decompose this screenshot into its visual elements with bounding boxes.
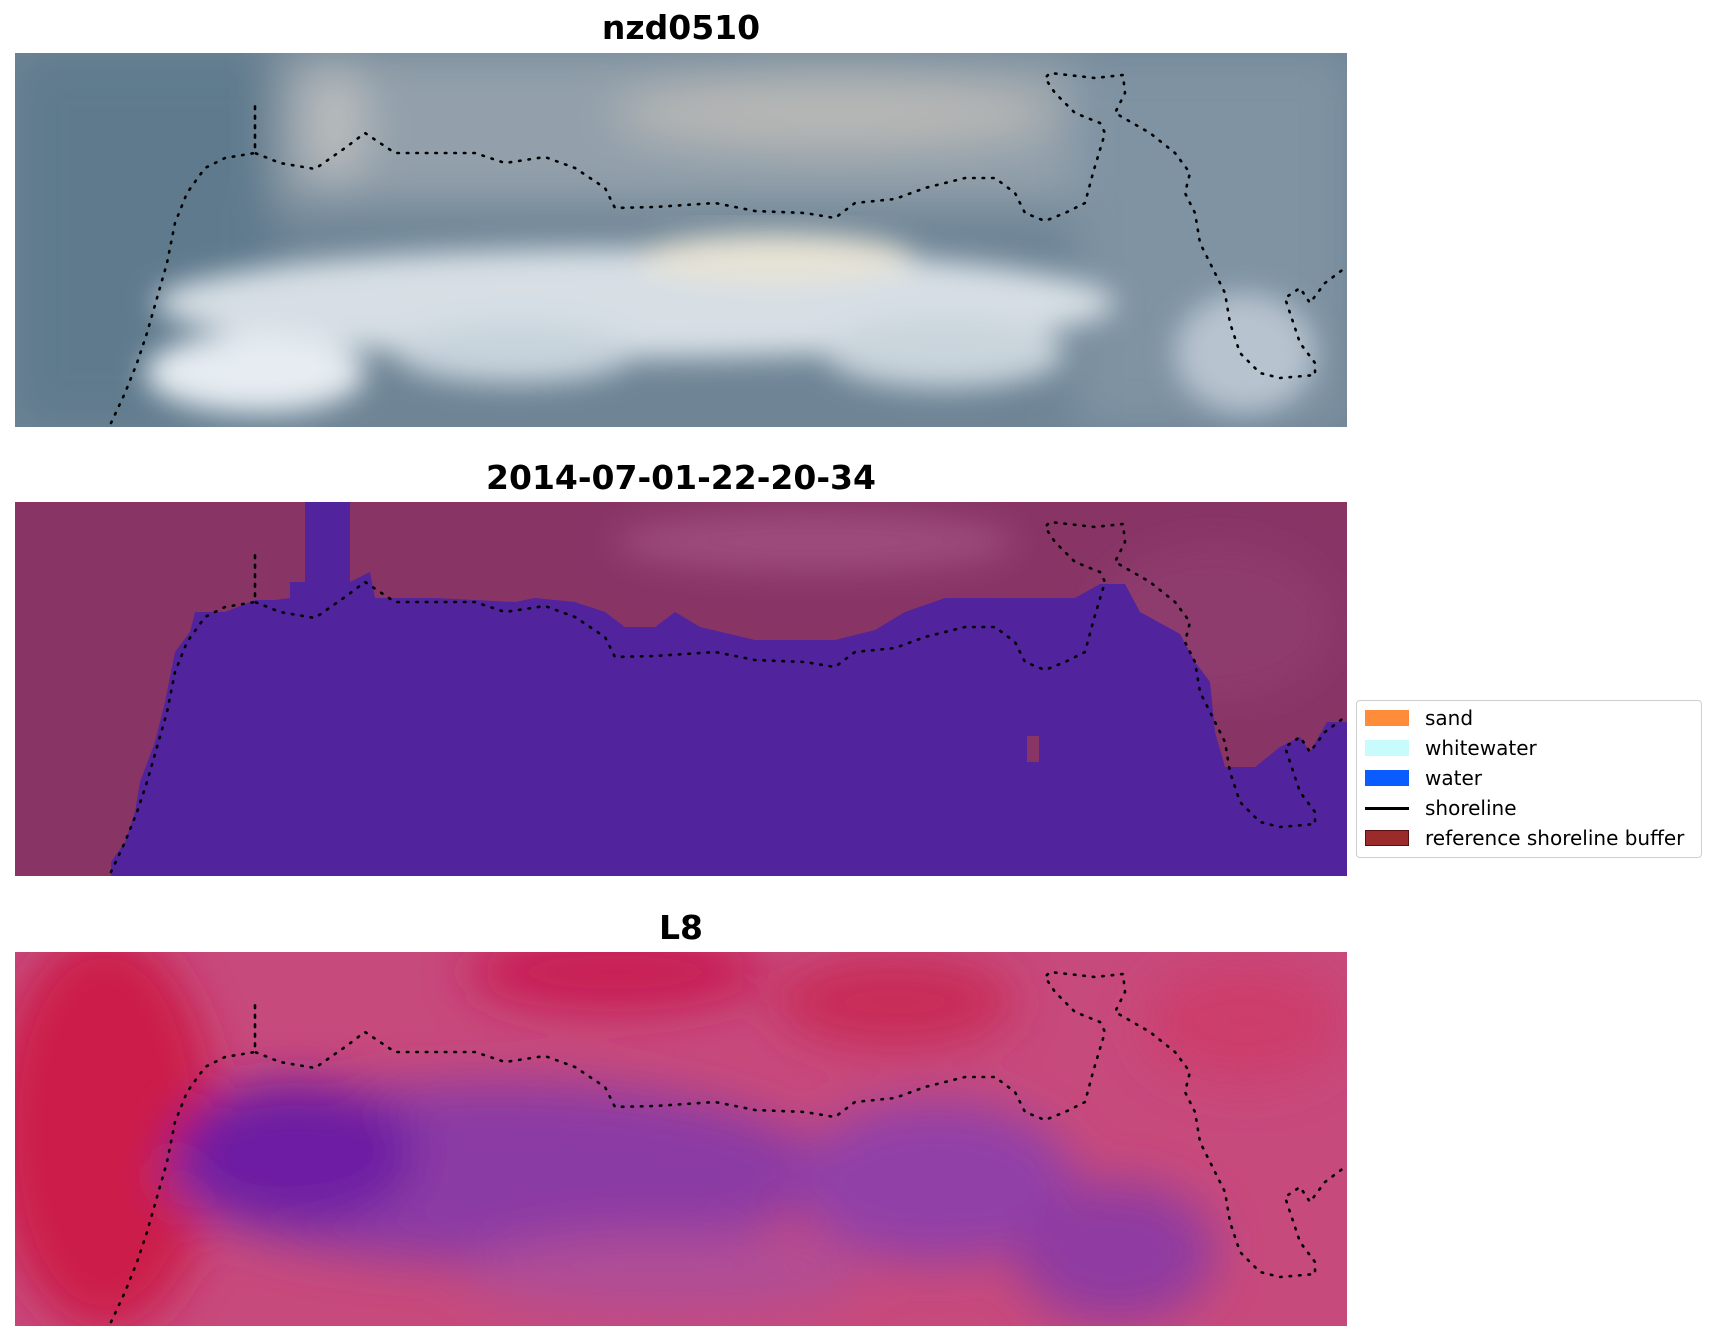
panel-title-index: L8 [659,908,703,947]
classified-water-edge-fill [1225,767,1255,842]
legend-label-shoreline: shoreline [1425,796,1517,820]
legend-label-water: water [1425,766,1482,790]
water-swatch [1365,770,1409,786]
classified-image-panel [15,502,1347,876]
index-image-panel [15,952,1347,1326]
legend-item-sand: sand [1365,705,1473,731]
shoreline-path [109,520,1347,874]
shoreline-path [109,71,1347,425]
shoreline-line-swatch [1365,806,1409,810]
rgb-surf-zone [145,233,1315,413]
legend: sand whitewater water shoreline referenc… [1356,700,1702,858]
reference-buffer-swatch [1365,830,1409,846]
panel-title-classified: 2014-07-01-22-20-34 [486,458,876,497]
legend-item-water: water [1365,765,1482,791]
rgb-land-texture [15,53,1347,427]
rgb-image-panel [15,53,1347,427]
classified-land-patch [1027,736,1039,762]
index-texture [15,952,1345,1326]
whitewater-swatch [1365,740,1409,756]
legend-item-whitewater: whitewater [1365,735,1537,761]
panel-title-rgb: nzd0510 [601,8,761,47]
legend-label-sand: sand [1425,706,1474,730]
shoreline-path [109,970,1347,1324]
legend-item-reference-buffer: reference shoreline buffer [1365,825,1684,851]
classified-water [111,502,1347,876]
legend-item-shoreline: shoreline [1365,795,1517,821]
sand-swatch [1365,710,1409,726]
legend-label-reference-buffer: reference shoreline buffer [1425,826,1685,850]
legend-label-whitewater: whitewater [1425,736,1537,760]
